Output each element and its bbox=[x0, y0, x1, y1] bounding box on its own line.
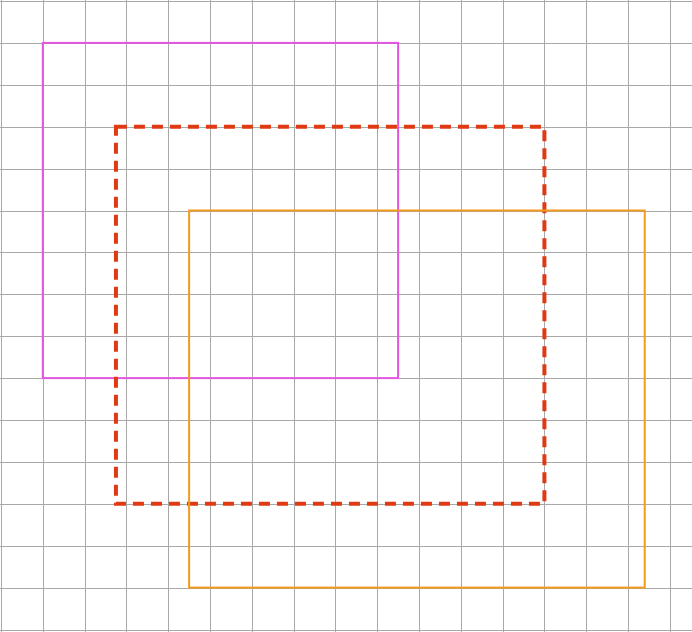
orange-rectangle bbox=[188, 209, 646, 589]
red-dashed-rectangle bbox=[113, 124, 547, 506]
rectangles-layer bbox=[41, 41, 646, 589]
